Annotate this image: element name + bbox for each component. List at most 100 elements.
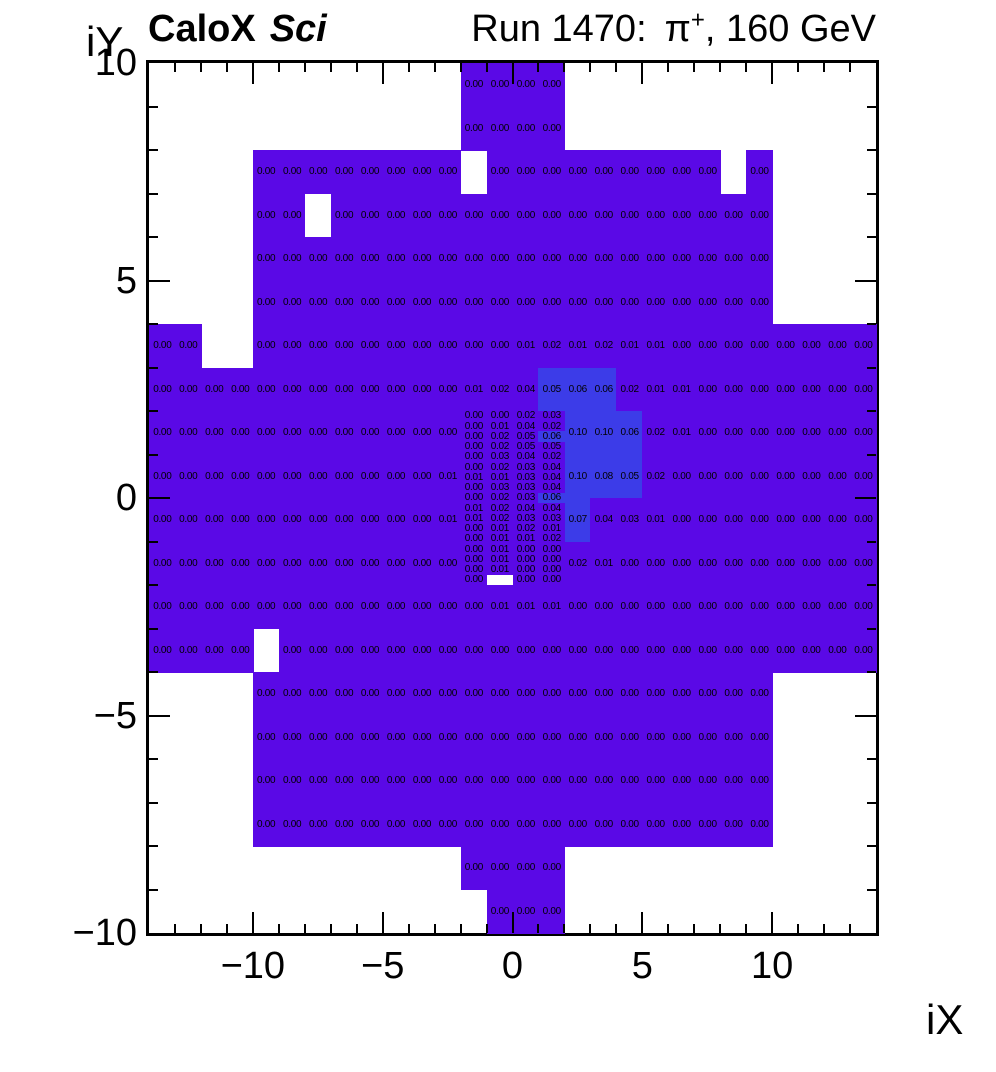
heatmap-cell: 0.00 [538,554,566,566]
axis-tick [485,63,488,72]
heatmap-cell: 0.07 [564,498,592,543]
heatmap-cell: 0.00 [772,541,799,586]
heatmap-cell: 0.00 [668,672,695,717]
heatmap-cell: 0.00 [642,150,669,195]
heatmap-cell: 0.00 [746,237,773,282]
axis-tick [867,845,876,847]
axis-tick [173,924,176,933]
axis-tick [381,63,384,84]
heatmap-cell: 0.00 [304,715,332,760]
heatmap-cell: 0.00 [694,498,721,543]
heatmap-cell: 0.01 [434,498,462,543]
axis-tick [303,924,306,933]
axis-tick [149,192,158,195]
heatmap-cell: 0.00 [278,802,306,847]
heatmap-cell: 0.00 [850,585,877,630]
heatmap-cell: 0.00 [252,150,280,195]
heatmap-cell: 0.00 [486,759,514,804]
heatmap-cell: 0.00 [798,628,825,673]
heatmap-cell: 0.01 [642,367,669,412]
heatmap-cell: 0.00 [746,802,773,847]
heatmap-cell: 0.03 [486,452,514,463]
axis-tick [867,584,876,586]
heatmap-cell: 0.00 [486,63,514,108]
heatmap-cell: 0.00 [149,541,176,586]
heatmap-cell: 0.00 [330,541,358,586]
run-label: Run 1470: [471,8,647,50]
heatmap-cell: 0.03 [512,483,540,494]
heatmap-cell: 0.00 [149,324,176,369]
heatmap-cell: 0.00 [642,715,669,760]
heatmap-cell: 0.00 [460,493,488,504]
heatmap-cell: 0.00 [278,715,306,760]
heatmap-cell: 0.10 [590,411,618,456]
axis-tick [589,924,592,933]
axis-tick [149,497,170,499]
heatmap-cell: 0.00 [564,672,592,717]
beam-charge: + [690,6,705,34]
heatmap-cell: 0.00 [772,585,799,630]
heatmap-cell: 0.00 [330,715,358,760]
heatmap-cell: 0.00 [382,193,410,238]
heatmap-cell: 0.00 [330,237,358,282]
axis-tick [867,671,876,673]
heatmap-cell: 0.00 [200,454,228,499]
heatmap-cell: 0.00 [668,715,695,760]
axis-tick [149,410,158,412]
heatmap-cell: 0.00 [590,759,618,804]
heatmap-cell: 0.00 [538,237,566,282]
heatmap-cell: 0.02 [616,367,643,412]
heatmap-cell: 0.00 [408,541,436,586]
heatmap-cell: 0.00 [694,411,721,456]
axis-tick [867,236,876,238]
axis-tick [867,410,876,412]
heatmap-cell: 0.00 [798,541,825,586]
axis-tick [149,366,158,369]
heatmap-cell: 0.00 [460,846,488,891]
heatmap-cell: 0.00 [512,106,540,151]
axis-tick [719,924,722,933]
heatmap-cell: 0.00 [694,454,721,499]
axis-tick [867,453,876,456]
heatmap-cell: 0.05 [538,367,566,412]
heatmap-cell: 0.00 [460,483,488,494]
heatmap-cell: 0.00 [460,575,488,586]
heatmap-cell: 0.00 [382,672,410,717]
heatmap-cell: 0.00 [512,672,540,717]
heatmap-cell: 0.08 [590,454,618,499]
heatmap-cell: 0.00 [408,585,436,630]
heatmap-cell: 0.00 [382,324,410,369]
heatmap-cell: 0.03 [486,483,514,494]
heatmap-cell: 0.00 [330,324,358,369]
heatmap-cell: 0.00 [226,541,254,586]
heatmap-cell: 0.00 [434,150,462,195]
axis-tick [173,63,176,72]
heatmap-cell: 0.00 [278,759,306,804]
heatmap-cell: 0.00 [200,367,228,412]
heatmap-cell: 0.00 [434,324,462,369]
heatmap-cell: 0.00 [174,324,202,369]
heatmap-cell: 0.00 [850,324,877,369]
axis-tick [745,63,748,72]
heatmap-cell: 0.00 [278,150,306,195]
heatmap-cell: 0.00 [616,150,643,195]
heatmap-cell: 0.01 [460,472,488,484]
heatmap-cell: 0.00 [304,237,332,282]
heatmap-cell: 0.00 [278,454,306,499]
heatmap-cell: 0.00 [564,150,592,195]
heatmap-cell: 0.00 [538,715,566,760]
heatmap-cell: 0.00 [720,280,747,325]
heatmap-cell: 0.00 [356,715,384,760]
heatmap-cell: 0.00 [772,324,799,369]
heatmap-cell: 0.00 [590,585,618,630]
heatmap-cell: 0.04 [512,452,540,463]
heatmap-cell: 0.00 [694,150,721,195]
heatmap-cell: 0.00 [278,672,306,717]
heatmap-cell: 0.00 [538,63,566,108]
heatmap-cell: 0.00 [486,237,514,282]
heatmap-cell: 0.00 [304,672,332,717]
heatmap-cell: 0.00 [486,628,514,673]
axis-tick [615,924,618,933]
heatmap-cell: 0.00 [694,672,721,717]
heatmap-cell: 0.01 [460,513,488,525]
